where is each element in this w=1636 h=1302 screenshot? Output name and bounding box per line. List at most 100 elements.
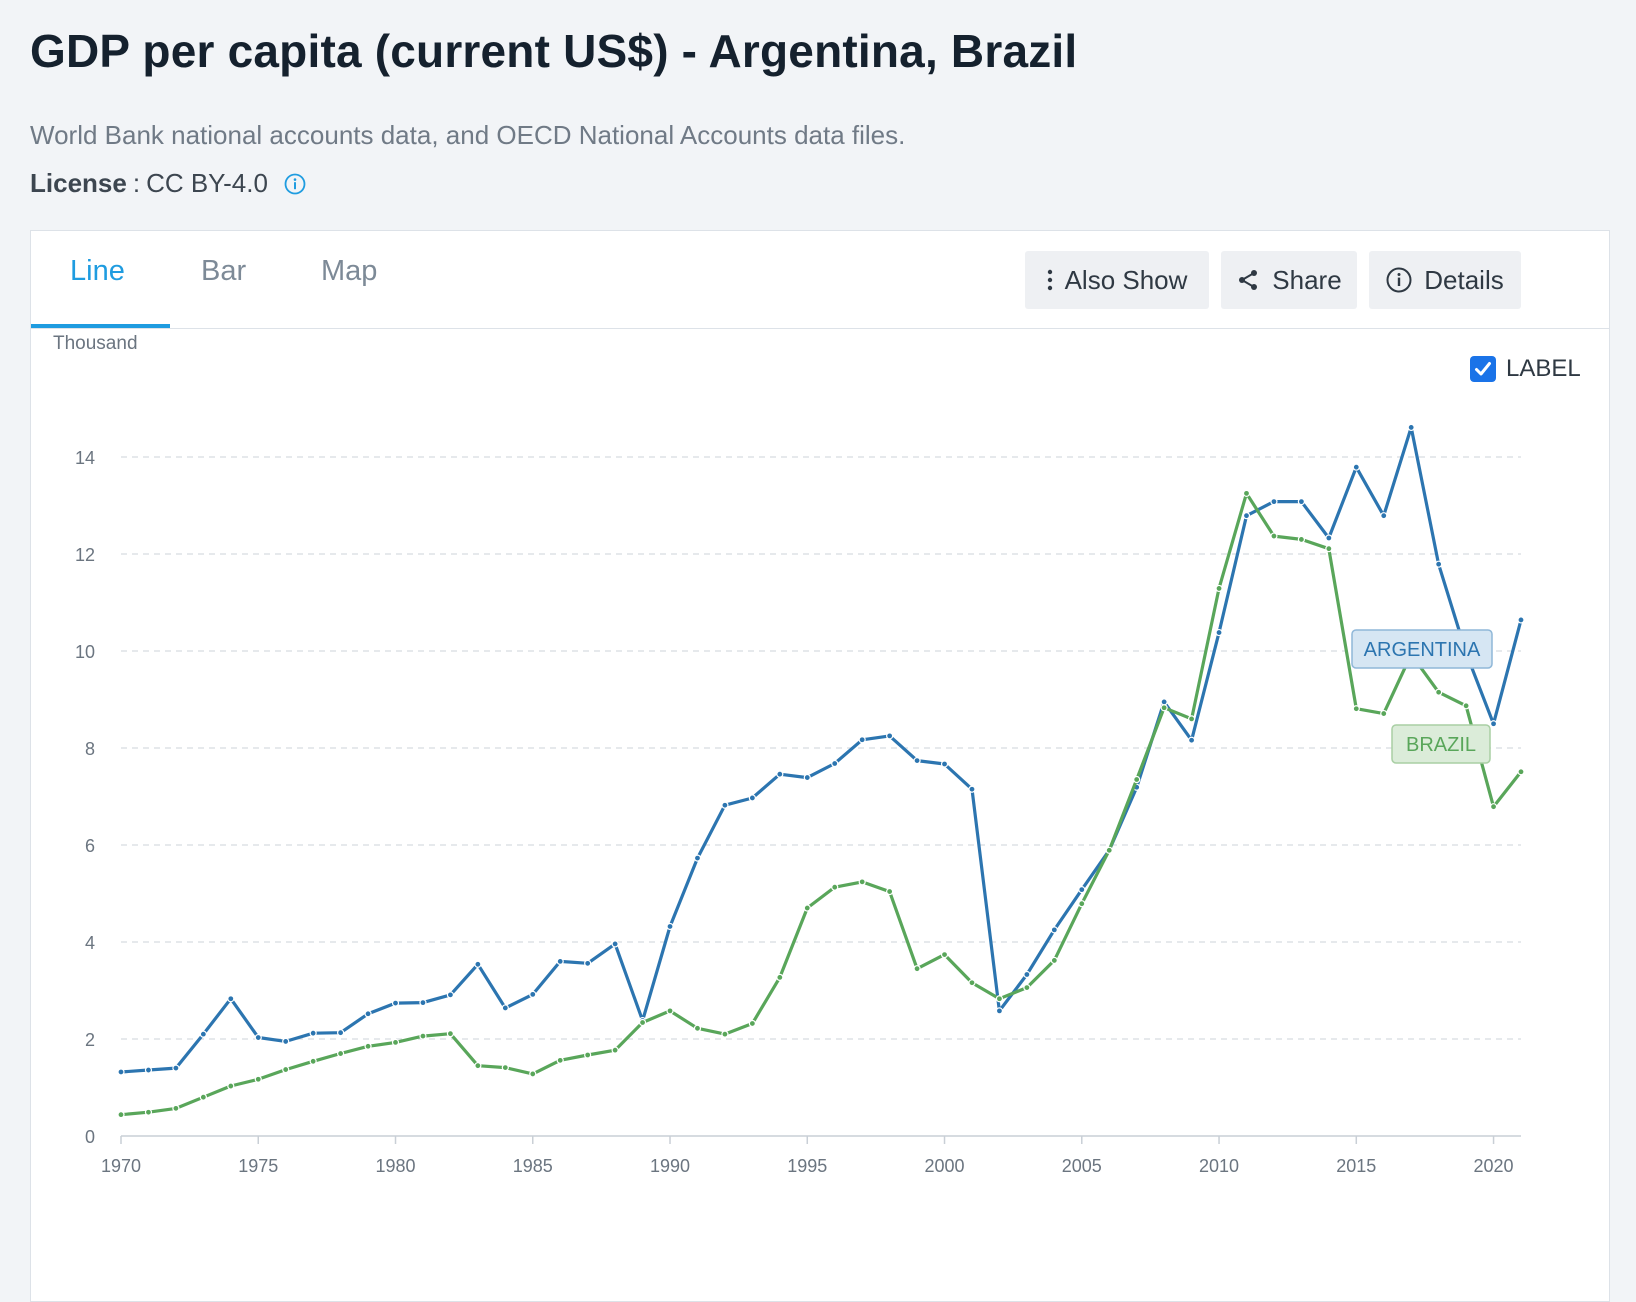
data-point-brazil [1187, 715, 1196, 723]
tab-line[interactable]: Line [70, 255, 125, 287]
data-point-argentina [391, 999, 400, 1007]
data-point-brazil [501, 1064, 509, 1072]
more-vert-icon [1047, 269, 1053, 291]
data-point-brazil [1325, 545, 1333, 553]
data-point-brazil [1517, 768, 1525, 776]
data-point-argentina [282, 1037, 290, 1046]
data-point-argentina [144, 1066, 153, 1074]
data-point-argentina [803, 773, 811, 782]
data-point-argentina [337, 1029, 345, 1037]
tab-bar[interactable]: Bar [201, 255, 247, 287]
data-point-argentina [227, 995, 235, 1003]
data-point-brazil [803, 904, 811, 912]
data-point-argentina [748, 794, 756, 802]
share-label: Share [1272, 264, 1342, 295]
data-point-argentina [693, 854, 702, 862]
data-point-brazil [172, 1104, 180, 1112]
data-point-brazil [1270, 532, 1278, 540]
data-point-brazil [364, 1042, 372, 1050]
label-toggle[interactable]: LABEL [1470, 355, 1581, 383]
data-point-argentina [584, 959, 592, 967]
data-point-argentina [1297, 498, 1305, 506]
label-checkbox[interactable] [1470, 356, 1496, 382]
data-point-argentina [721, 801, 729, 809]
data-point-argentina [1380, 512, 1388, 520]
details-info-icon [1386, 267, 1412, 293]
data-point-brazil [1462, 702, 1470, 710]
license-value: CC BY-4.0 [146, 168, 268, 198]
data-point-argentina [776, 770, 784, 778]
y-tick-label: 8 [85, 739, 95, 759]
data-point-brazil [1489, 803, 1498, 811]
data-point-brazil [1352, 705, 1360, 713]
details-button[interactable]: Details [1369, 251, 1521, 309]
data-point-brazil [1023, 983, 1031, 992]
data-point-argentina [1242, 512, 1251, 520]
data-point-brazil [858, 878, 866, 886]
x-tick-label: 2015 [1336, 1156, 1376, 1176]
data-point-argentina [611, 940, 619, 948]
data-point-brazil [446, 1030, 455, 1038]
data-point-argentina [529, 990, 537, 998]
data-point-brazil [419, 1032, 427, 1040]
license-label: License [30, 168, 127, 198]
page-title: GDP per capita (current US$) - Argentina… [30, 25, 1078, 77]
data-point-brazil [117, 1111, 125, 1119]
data-point-brazil [638, 1018, 647, 1027]
data-point-brazil [721, 1030, 729, 1038]
data-point-argentina [1517, 616, 1525, 624]
data-point-argentina [556, 957, 564, 966]
data-point-brazil [1105, 846, 1113, 854]
label-toggle-text: LABEL [1506, 355, 1581, 382]
also-show-button[interactable]: Also Show [1025, 251, 1209, 309]
data-point-argentina [1187, 736, 1196, 744]
license-line: License : CC BY-4.0 [30, 168, 306, 199]
data-point-argentina [886, 732, 894, 740]
license-separator: : [132, 168, 141, 198]
share-icon [1236, 268, 1260, 292]
data-point-brazil [940, 951, 949, 959]
data-point-argentina [1215, 628, 1223, 637]
end-label-argentina: ARGENTINA [1364, 639, 1481, 661]
end-label-brazil: BRAZIL [1406, 734, 1476, 756]
data-point-brazil [1160, 704, 1168, 712]
data-point-argentina [995, 1007, 1004, 1015]
data-point-brazil [995, 995, 1004, 1003]
info-icon[interactable] [284, 173, 306, 195]
data-point-argentina [309, 1029, 317, 1037]
data-point-brazil [337, 1049, 345, 1058]
data-point-argentina [1160, 698, 1168, 706]
data-point-argentina [117, 1068, 125, 1076]
data-point-brazil [309, 1057, 317, 1065]
data-point-argentina [968, 785, 976, 793]
data-point-brazil [1297, 535, 1305, 544]
data-point-argentina [446, 991, 455, 999]
data-point-brazil [1050, 956, 1058, 965]
data-point-brazil [199, 1093, 207, 1101]
y-unit-label: Thousand [53, 333, 138, 354]
data-point-argentina [913, 757, 921, 765]
chart-panel: Line Bar Map Also Show Share Details LAB… [30, 230, 1610, 1302]
data-point-argentina [199, 1030, 207, 1038]
data-point-argentina [1050, 926, 1058, 934]
data-point-argentina [1023, 970, 1031, 979]
data-point-argentina [474, 960, 482, 968]
series-line-brazil [120, 491, 1523, 1117]
data-point-brazil [254, 1075, 262, 1083]
share-button[interactable]: Share [1221, 251, 1357, 309]
source-note: World Bank national accounts data, and O… [30, 120, 906, 150]
x-tick-label: 1990 [650, 1156, 690, 1176]
data-point-argentina [666, 922, 674, 931]
y-tick-label: 2 [85, 1030, 95, 1050]
data-point-argentina [1435, 560, 1443, 568]
x-tick-label: 2020 [1474, 1156, 1514, 1176]
active-tab-indicator [31, 324, 170, 328]
data-point-brazil [666, 1007, 674, 1015]
data-point-brazil [611, 1046, 619, 1054]
series-line-argentina [120, 425, 1523, 1074]
tab-map[interactable]: Map [321, 255, 378, 287]
data-point-brazil [1242, 489, 1251, 497]
x-tick-label: 2010 [1199, 1156, 1239, 1176]
y-tick-label: 12 [75, 545, 95, 565]
data-point-argentina [831, 759, 839, 768]
